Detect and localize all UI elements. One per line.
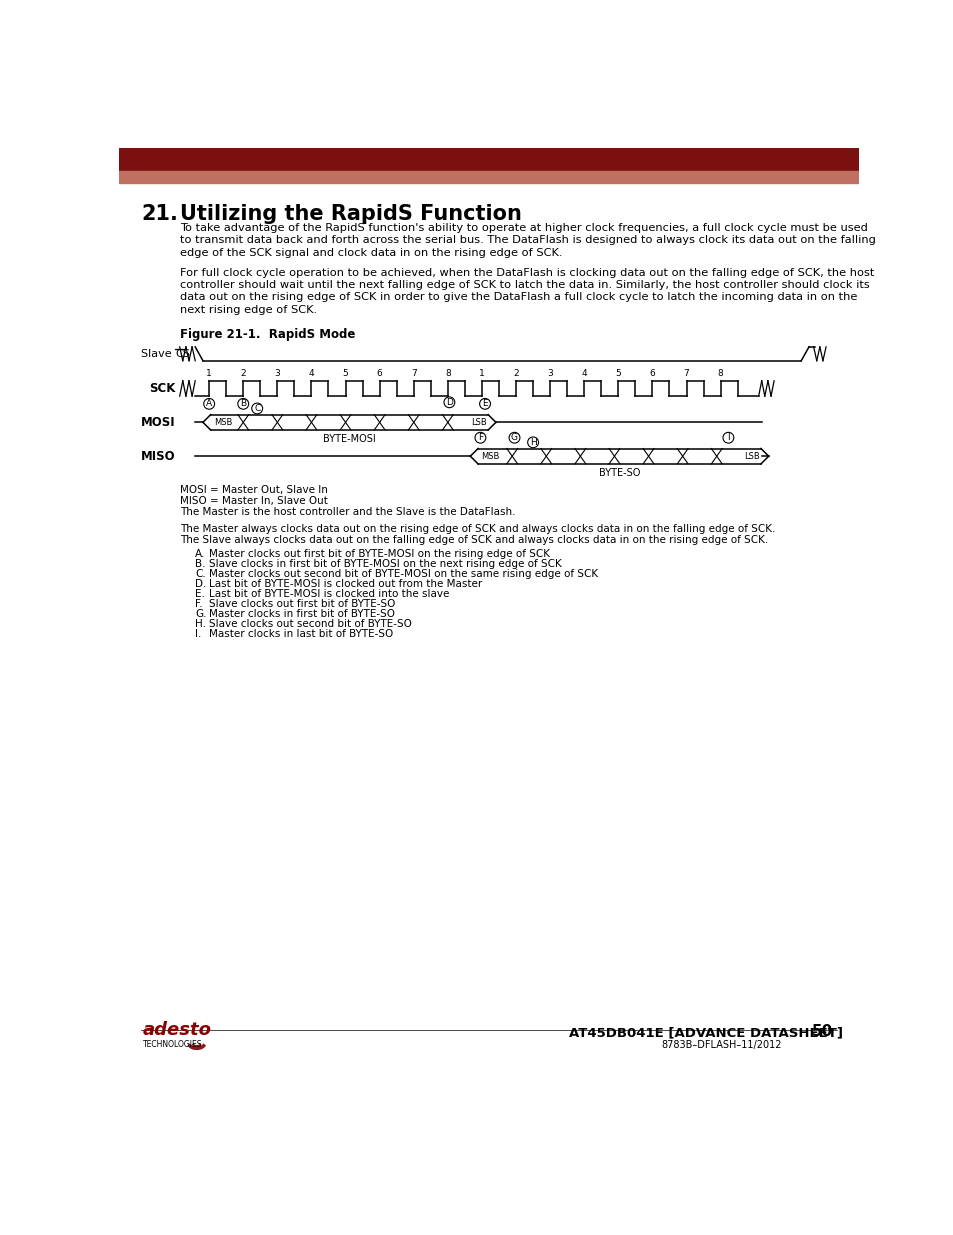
Text: BYTE-MOSI: BYTE-MOSI bbox=[323, 433, 375, 443]
Text: Slave clocks in first bit of BYTE-MOSI on the next rising edge of SCK: Slave clocks in first bit of BYTE-MOSI o… bbox=[209, 558, 561, 568]
Text: For full clock cycle operation to be achieved, when the DataFlash is clocking da: For full clock cycle operation to be ach… bbox=[179, 268, 873, 278]
Text: Master clocks in last bit of BYTE-SO: Master clocks in last bit of BYTE-SO bbox=[209, 629, 393, 638]
Text: 5: 5 bbox=[615, 369, 620, 378]
Text: 2: 2 bbox=[513, 369, 518, 378]
Text: Utilizing the RapidS Function: Utilizing the RapidS Function bbox=[179, 205, 521, 225]
Text: 7: 7 bbox=[411, 369, 416, 378]
Text: Slave clocks out second bit of BYTE-SO: Slave clocks out second bit of BYTE-SO bbox=[209, 619, 412, 629]
Text: Slave clocks out first bit of BYTE-SO: Slave clocks out first bit of BYTE-SO bbox=[209, 599, 395, 609]
Text: TECHNOLOGIES: TECHNOLOGIES bbox=[142, 1040, 202, 1049]
Text: G: G bbox=[511, 433, 517, 442]
Text: 1: 1 bbox=[478, 369, 484, 378]
Text: 5: 5 bbox=[342, 369, 348, 378]
Text: MISO = Master In, Slave Out: MISO = Master In, Slave Out bbox=[179, 496, 327, 506]
Text: Last bit of BYTE-MOSI is clocked into the slave: Last bit of BYTE-MOSI is clocked into th… bbox=[209, 589, 449, 599]
Text: A: A bbox=[206, 399, 212, 409]
Text: Last bit of BYTE-MOSI is clocked out from the Master: Last bit of BYTE-MOSI is clocked out fro… bbox=[209, 579, 482, 589]
Text: 7: 7 bbox=[683, 369, 689, 378]
Text: I.: I. bbox=[195, 629, 201, 638]
Text: The Slave always clocks data out on the falling edge of SCK and always clocks da: The Slave always clocks data out on the … bbox=[179, 535, 767, 545]
Text: 50: 50 bbox=[811, 1024, 833, 1039]
Text: The Master is the host controller and the Slave is the DataFlash.: The Master is the host controller and th… bbox=[179, 508, 515, 517]
Text: 4: 4 bbox=[309, 369, 314, 378]
Text: BYTE-SO: BYTE-SO bbox=[598, 468, 639, 478]
Text: AT45DB041E [ADVANCE DATASHEET]: AT45DB041E [ADVANCE DATASHEET] bbox=[568, 1026, 841, 1039]
Text: data out on the rising edge of SCK in order to give the DataFlash a full clock c: data out on the rising edge of SCK in or… bbox=[179, 293, 856, 303]
Text: C.: C. bbox=[195, 568, 206, 579]
Text: D.: D. bbox=[195, 579, 207, 589]
Text: 21.: 21. bbox=[141, 205, 177, 225]
Text: 6: 6 bbox=[649, 369, 655, 378]
Text: Figure 21-1.  RapidS Mode: Figure 21-1. RapidS Mode bbox=[179, 327, 355, 341]
Text: LSB: LSB bbox=[743, 452, 759, 461]
Text: H.: H. bbox=[195, 619, 206, 629]
Text: Slave: Slave bbox=[141, 348, 174, 359]
Text: F.: F. bbox=[195, 599, 203, 609]
Text: E: E bbox=[481, 399, 487, 409]
Text: controller should wait until the next falling edge of SCK to latch the data in. : controller should wait until the next fa… bbox=[179, 280, 868, 290]
Text: To take advantage of the RapidS function's ability to operate at higher clock fr: To take advantage of the RapidS function… bbox=[179, 222, 866, 233]
Text: 8783B–DFLASH–11/2012: 8783B–DFLASH–11/2012 bbox=[661, 1040, 781, 1050]
Text: B.: B. bbox=[195, 558, 206, 568]
Text: LSB: LSB bbox=[471, 417, 486, 427]
Text: to transmit data back and forth across the serial bus. The DataFlash is designed: to transmit data back and forth across t… bbox=[179, 235, 875, 246]
Text: 2: 2 bbox=[240, 369, 246, 378]
Text: adesto: adesto bbox=[142, 1021, 212, 1039]
Text: 8: 8 bbox=[444, 369, 450, 378]
Text: next rising edge of SCK.: next rising edge of SCK. bbox=[179, 305, 316, 315]
Text: H: H bbox=[529, 438, 536, 447]
Text: B: B bbox=[240, 399, 246, 409]
Text: F: F bbox=[477, 433, 482, 442]
Text: 8: 8 bbox=[717, 369, 722, 378]
Text: 1: 1 bbox=[206, 369, 212, 378]
Bar bbox=[119, 148, 858, 172]
Text: The Master always clocks data out on the rising edge of SCK and always clocks da: The Master always clocks data out on the… bbox=[179, 524, 774, 534]
Text: CS: CS bbox=[174, 348, 190, 359]
Text: 3: 3 bbox=[274, 369, 280, 378]
Text: C: C bbox=[253, 404, 260, 412]
Text: A.: A. bbox=[195, 548, 205, 558]
Text: I: I bbox=[726, 433, 729, 442]
Text: E.: E. bbox=[195, 589, 205, 599]
Text: MSB: MSB bbox=[480, 452, 499, 461]
Text: SCK: SCK bbox=[149, 382, 174, 395]
Text: G.: G. bbox=[195, 609, 207, 619]
Text: MSB: MSB bbox=[213, 417, 232, 427]
Text: 6: 6 bbox=[376, 369, 382, 378]
Text: Master clocks out second bit of BYTE-MOSI on the same rising edge of SCK: Master clocks out second bit of BYTE-MOS… bbox=[209, 568, 598, 579]
Text: MISO: MISO bbox=[140, 450, 174, 463]
Bar bbox=[119, 172, 858, 183]
Text: 4: 4 bbox=[580, 369, 586, 378]
Text: Master clocks in first bit of BYTE-SO: Master clocks in first bit of BYTE-SO bbox=[209, 609, 395, 619]
Text: MOSI = Master Out, Slave In: MOSI = Master Out, Slave In bbox=[179, 485, 327, 495]
Text: 3: 3 bbox=[547, 369, 553, 378]
Text: edge of the SCK signal and clock data in on the rising edge of SCK.: edge of the SCK signal and clock data in… bbox=[179, 247, 561, 258]
Text: D: D bbox=[445, 398, 453, 406]
Text: Master clocks out first bit of BYTE-MOSI on the rising edge of SCK: Master clocks out first bit of BYTE-MOSI… bbox=[209, 548, 550, 558]
Text: MOSI: MOSI bbox=[140, 416, 174, 429]
